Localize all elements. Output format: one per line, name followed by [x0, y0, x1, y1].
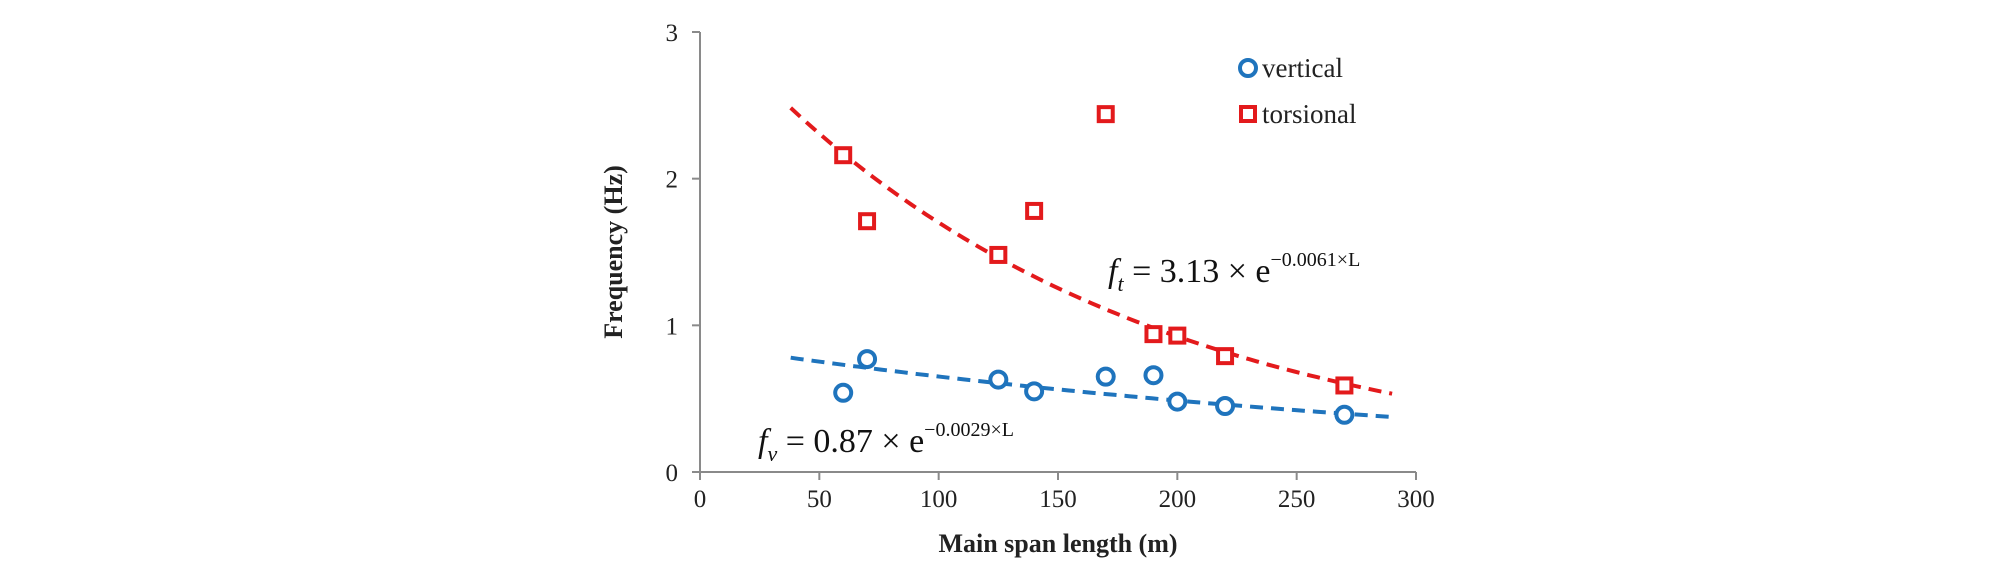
y-axis-title: Frequency (Hz): [599, 165, 628, 339]
x-tick-label: 0: [694, 486, 707, 513]
x-tick-label: 100: [920, 486, 958, 513]
torsional-point: [858, 212, 877, 231]
equation-body: = 0.87 × e: [777, 423, 924, 460]
vertical-point: [1143, 365, 1164, 386]
torsional-point: [1096, 105, 1115, 124]
equation-exponent: −0.0029×L: [924, 419, 1014, 441]
x-tick-label: 300: [1397, 486, 1435, 513]
vertical-point: [857, 349, 878, 370]
equation-subscript: v: [767, 441, 777, 466]
equation-exponent: −0.0061×L: [1271, 249, 1361, 271]
torsional-point: [989, 245, 1008, 264]
y-tick-label: 0: [666, 460, 679, 487]
vertical-point: [1024, 381, 1045, 402]
vertical-point: [833, 382, 854, 403]
legend-vertical-marker: [1238, 58, 1258, 78]
trendlines: [789, 106, 1393, 419]
torsional-point: [1168, 326, 1187, 345]
torsional-point: [1216, 347, 1235, 366]
markers: [833, 105, 1355, 425]
torsional-point: [1025, 201, 1044, 220]
equation-subscript: t: [1117, 271, 1124, 296]
equation-body: = 3.13 × e: [1124, 253, 1271, 290]
torsional-point: [1335, 376, 1354, 395]
legend-torsional-marker: [1239, 105, 1257, 123]
vertical-point: [1095, 366, 1116, 387]
torsional-trend-equation: ft = 3.13 × e−0.0061×L: [1108, 249, 1360, 296]
x-tick-label: 50: [807, 486, 832, 513]
ticks: 0 50 100 150 200 250 300 0 1 2 3: [666, 20, 1435, 513]
x-axis-title: Main span length (m): [938, 529, 1177, 558]
vertical-trendline: [790, 355, 1393, 419]
legend-vertical-label: vertical: [1262, 53, 1343, 83]
vertical-point: [1334, 404, 1355, 425]
legend-torsional-label: torsional: [1262, 99, 1357, 129]
x-tick-label: 200: [1159, 486, 1197, 513]
y-tick-label: 3: [666, 20, 679, 47]
legend: vertical torsional: [1238, 53, 1357, 129]
vertical-point: [988, 369, 1009, 390]
torsional-point: [1144, 325, 1163, 344]
torsional-trendline: [789, 106, 1393, 396]
x-tick-label: 250: [1278, 486, 1316, 513]
torsional-point: [834, 146, 853, 165]
vertical-point: [1215, 396, 1236, 416]
y-tick-label: 1: [666, 313, 679, 340]
vertical-point: [1167, 391, 1188, 412]
y-tick-label: 2: [666, 167, 679, 194]
vertical-trend-equation: fv = 0.87 × e−0.0029×L: [758, 419, 1014, 466]
trendline-equations: ft = 3.13 × e−0.0061×L fv = 0.87 × e−0.00…: [758, 249, 1360, 466]
x-tick-label: 150: [1039, 486, 1077, 513]
